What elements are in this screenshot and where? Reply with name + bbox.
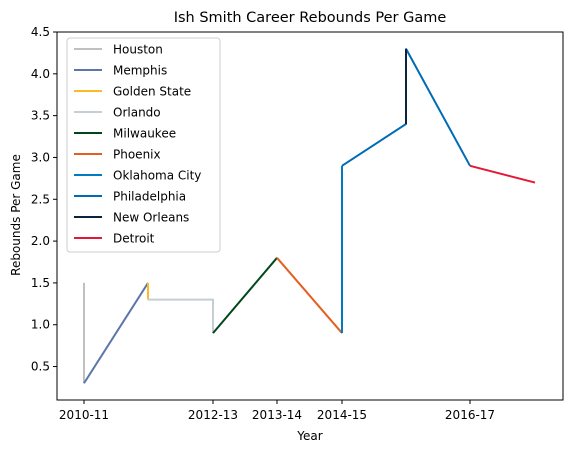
y-tick-label: 3.5: [31, 109, 50, 123]
x-tick-label: 2012-13: [188, 408, 238, 422]
y-axis-ticks: 0.5 1.0 1.5 2.0 2.5 3.0 3.5 4.0 4.5: [31, 25, 57, 374]
series-layer: [83, 48, 536, 384]
x-tick-label: 2010-11: [59, 408, 109, 422]
legend-label-houston: Houston: [113, 43, 163, 57]
series-line-detroit: [469, 164, 536, 184]
y-tick-label: 1.0: [31, 318, 50, 332]
legend-label-phoenix: Phoenix: [113, 148, 161, 162]
legend-box: [66, 37, 221, 253]
x-tick-label: 2016-17: [445, 408, 495, 422]
plot-frame: [56, 31, 564, 401]
y-axis-label: Rebounds Per Game: [9, 154, 23, 276]
legend-label-memphis: Memphis: [113, 64, 167, 78]
y-tick-label: 0.5: [31, 360, 50, 374]
series-line-milwaukee: [212, 257, 278, 334]
legend-label-philadelphia: Philadelphia: [113, 190, 186, 204]
legend-label-golden-state: Golden State: [113, 85, 191, 99]
series-line-memphis: [83, 282, 149, 384]
legend-label-orlando: Orlando: [113, 106, 161, 120]
series-line-orlando: [148, 298, 214, 334]
x-axis-label: Year: [296, 429, 322, 443]
legend-label-milwaukee: Milwaukee: [113, 127, 176, 141]
legend-label-oklahoma-city: Oklahoma City: [113, 169, 201, 183]
y-tick-label: 2.5: [31, 192, 50, 206]
series-line-phoenix: [276, 257, 343, 334]
x-tick-label: 2014-15: [317, 408, 367, 422]
x-axis-ticks: 2010-11 2012-13 2013-14 2014-15 2016-17: [59, 400, 495, 422]
y-tick-label: 1.5: [31, 276, 50, 290]
y-tick-label: 2.0: [31, 234, 50, 248]
chart-title: Ish Smith Career Rebounds Per Game: [174, 10, 447, 26]
legend-label-new-orleans: New Orleans: [113, 211, 189, 225]
y-tick-label: 3.0: [31, 150, 50, 164]
x-tick-label: 2013-14: [252, 408, 302, 422]
y-tick-label: 4.0: [31, 67, 50, 81]
y-tick-label: 4.5: [31, 25, 50, 39]
legend: Houston Memphis Golden State Orlando Milwauk…: [66, 37, 221, 253]
legend-label-detroit: Detroit: [113, 232, 155, 246]
